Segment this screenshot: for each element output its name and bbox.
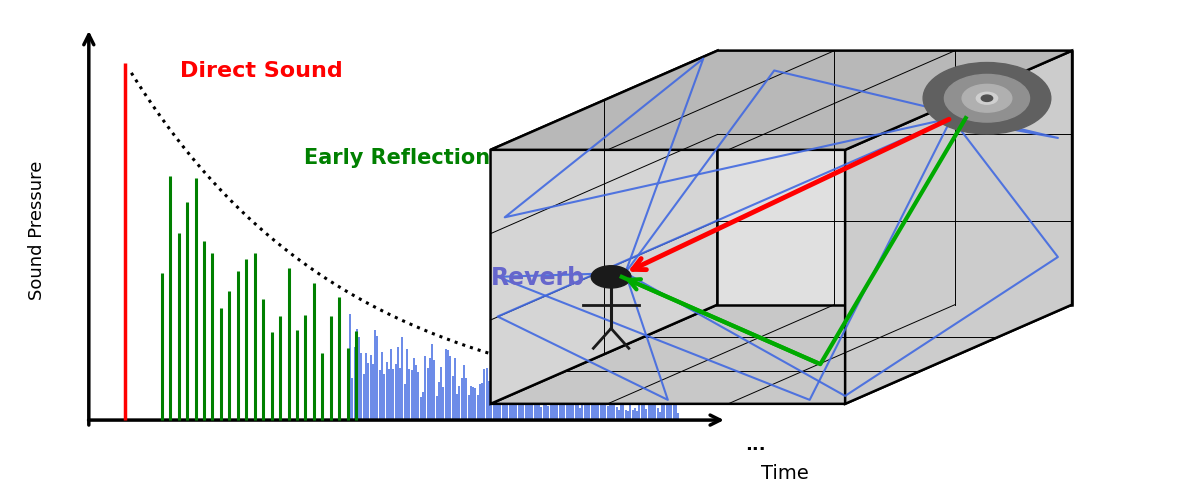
Circle shape (944, 75, 1030, 122)
Text: Direct Sound: Direct Sound (181, 61, 343, 81)
Polygon shape (491, 51, 1072, 150)
Polygon shape (845, 51, 1072, 404)
Polygon shape (491, 304, 1072, 404)
Circle shape (976, 92, 998, 104)
Circle shape (923, 62, 1051, 134)
Polygon shape (491, 51, 717, 404)
Text: ...: ... (746, 436, 766, 454)
Text: Time: Time (761, 465, 808, 484)
Text: Reverb: Reverb (491, 266, 585, 290)
Text: Early Reflections: Early Reflections (304, 148, 502, 167)
Circle shape (591, 266, 631, 288)
Polygon shape (717, 51, 1072, 304)
Circle shape (962, 84, 1012, 112)
Circle shape (981, 95, 993, 102)
Text: Sound Pressure: Sound Pressure (28, 160, 46, 300)
